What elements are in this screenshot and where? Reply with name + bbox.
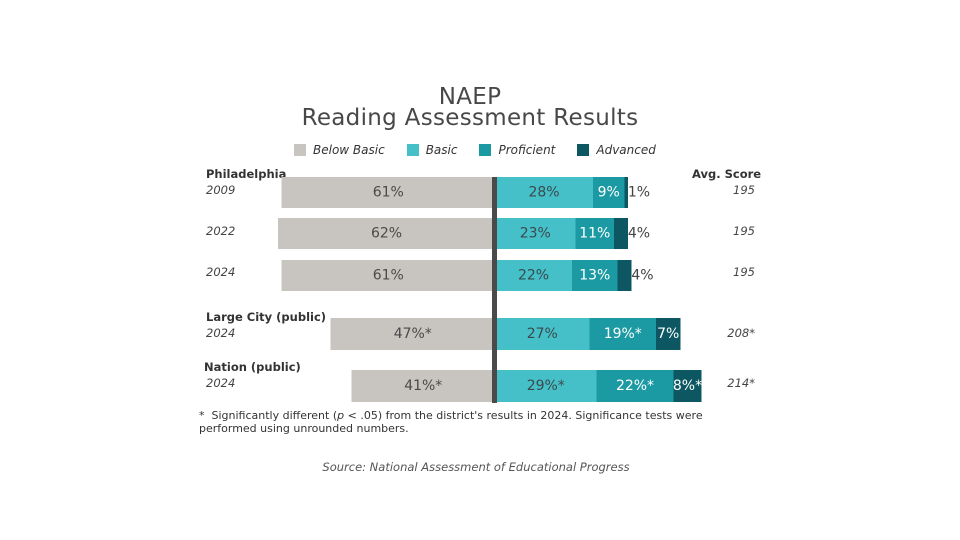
bar-below-basic-philadelphia-2009-0 xyxy=(281,177,495,208)
footnote-star: * xyxy=(199,409,205,422)
footnote-text-pre: Significantly different ( xyxy=(211,409,338,422)
label-proficient-large-city-public-2024-3: 19%* xyxy=(604,326,642,342)
row-group-nation: Nation (public) xyxy=(204,360,301,374)
label-basic-philadelphia-2022-1: 23% xyxy=(520,226,551,242)
label-advanced-nation-public-2024-4: 8%* xyxy=(673,378,702,394)
row-year-large-city-2024: 2024 xyxy=(206,326,236,340)
row-year-philadelphia-2022: 2022 xyxy=(206,224,236,238)
row-group-large-city: Large City (public) xyxy=(206,310,327,324)
bar-advanced-large-city-public-2024-3 xyxy=(656,318,681,350)
avg-score-large-city-2024: 208* xyxy=(727,326,755,340)
bar-basic-philadelphia-2009-0 xyxy=(495,177,593,208)
legend-swatch-advanced xyxy=(577,144,590,156)
bar-below-basic-nation-public-2024-4 xyxy=(351,370,495,402)
bar-proficient-nation-public-2024-4 xyxy=(596,370,674,402)
legend-item-below-basic: Below Basic xyxy=(294,143,385,157)
chart-title-line1: NAEP xyxy=(438,84,502,110)
center-axis-line xyxy=(492,177,497,403)
label-basic-large-city-public-2024-3: 27% xyxy=(527,326,558,342)
bar-below-basic-philadelphia-2022-1 xyxy=(278,218,495,249)
bar-basic-large-city-public-2024-3 xyxy=(495,318,590,350)
avg-score-header: Avg. Score xyxy=(692,167,762,181)
avg-score-nation-2024: 214* xyxy=(727,376,755,390)
bar-advanced-nation-public-2024-4 xyxy=(673,370,702,402)
label-advanced-philadelphia-2022-1: 4% xyxy=(628,226,650,242)
legend-label-advanced: Advanced xyxy=(596,143,656,157)
label-advanced-philadelphia-2024-2: 4% xyxy=(631,268,653,284)
legend-item-basic: Basic xyxy=(406,143,458,157)
bar-below-basic-large-city-public-2024-3 xyxy=(330,318,495,350)
label-below-basic-nation-public-2024-4: 41%* xyxy=(404,378,442,394)
bar-advanced-philadelphia-2022-1 xyxy=(614,218,628,249)
label-proficient-philadelphia-2022-1: 11% xyxy=(579,226,610,242)
label-advanced-philadelphia-2009-0: 1% xyxy=(628,185,650,201)
label-proficient-nation-public-2024-4: 22%* xyxy=(616,378,654,394)
label-basic-nation-public-2024-4: 29%* xyxy=(527,378,565,394)
bar-advanced-philadelphia-2009-0 xyxy=(624,177,628,208)
label-below-basic-philadelphia-2024-2: 61% xyxy=(373,268,404,284)
chart-title-line2: Reading Assessment Results xyxy=(301,105,639,131)
footnote-text-post: < .05) from the district's results in 20… xyxy=(199,409,703,435)
label-below-basic-large-city-public-2024-3: 47%* xyxy=(394,326,432,342)
bar-proficient-large-city-public-2024-3 xyxy=(589,318,656,350)
legend-swatch-below-basic xyxy=(294,144,306,156)
footnote-p-symbol: p xyxy=(337,409,345,422)
legend-swatch-basic xyxy=(406,144,419,156)
legend-swatch-proficient xyxy=(479,144,492,156)
footnote: * Significantly different (p < .05) from… xyxy=(199,409,719,435)
bar-proficient-philadelphia-2022-1 xyxy=(575,218,614,249)
label-below-basic-philadelphia-2009-0: 61% xyxy=(373,185,404,201)
avg-score-philadelphia-2022: 195 xyxy=(733,224,755,238)
legend-label-below-basic: Below Basic xyxy=(313,143,385,157)
label-below-basic-philadelphia-2022-1: 62% xyxy=(371,226,402,242)
label-proficient-philadelphia-2009-0: 9% xyxy=(598,185,620,201)
legend-label-proficient: Proficient xyxy=(498,143,556,157)
avg-score-philadelphia-2024: 195 xyxy=(733,265,755,279)
legend-item-proficient: Proficient xyxy=(479,143,555,157)
row-group-philadelphia: Philadelphia xyxy=(206,167,287,181)
legend-label-basic: Basic xyxy=(425,143,458,157)
label-proficient-philadelphia-2024-2: 13% xyxy=(579,268,610,284)
bar-basic-philadelphia-2022-1 xyxy=(495,218,576,249)
bar-proficient-philadelphia-2009-0 xyxy=(593,177,625,208)
row-year-philadelphia-2009: 2009 xyxy=(206,183,236,197)
legend-item-advanced: Advanced xyxy=(577,143,656,157)
bar-proficient-philadelphia-2024-2 xyxy=(572,260,618,291)
avg-score-philadelphia-2009: 195 xyxy=(733,183,755,197)
label-basic-philadelphia-2024-2: 22% xyxy=(518,268,549,284)
bar-basic-philadelphia-2024-2 xyxy=(495,260,572,291)
row-year-nation-2024: 2024 xyxy=(206,376,236,390)
legend: Below Basic Basic Proficient Advanced xyxy=(294,143,678,157)
label-advanced-large-city-public-2024-3: 7% xyxy=(657,326,679,342)
row-year-philadelphia-2024: 2024 xyxy=(206,265,236,279)
source-note: Source: National Assessment of Education… xyxy=(322,460,630,474)
bar-advanced-philadelphia-2024-2 xyxy=(617,260,632,291)
bar-below-basic-philadelphia-2024-2 xyxy=(281,260,495,291)
bar-basic-nation-public-2024-4 xyxy=(495,370,597,402)
label-basic-philadelphia-2009-0: 28% xyxy=(528,185,559,201)
